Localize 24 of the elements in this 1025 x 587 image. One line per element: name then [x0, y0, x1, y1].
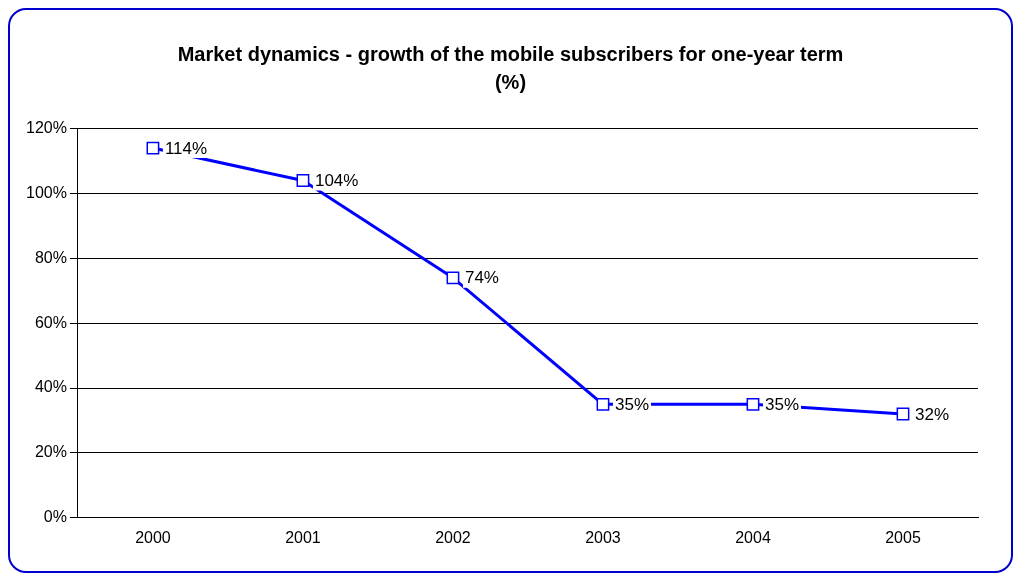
y-tick-label: 20% [34, 443, 67, 461]
x-tick-label: 2004 [735, 528, 771, 546]
data-label: 35% [614, 394, 649, 414]
y-tick-label: 80% [34, 248, 67, 266]
y-tick-label: 120% [26, 119, 67, 137]
y-tick-label: 60% [34, 313, 67, 331]
x-tick-label: 2003 [585, 528, 621, 546]
data-label: 114% [164, 138, 208, 158]
y-tick-label: 0% [43, 508, 67, 526]
y-tick-label: 40% [34, 378, 67, 396]
x-tick-label: 2000 [135, 528, 171, 546]
data-label: 74% [464, 268, 499, 288]
data-label: 35% [764, 394, 800, 414]
x-tick-label: 2005 [885, 528, 921, 546]
data-label: 104% [314, 171, 359, 191]
point [746, 397, 760, 411]
chart-title: Market dynamics - growth of the mobile subscribers for one-year term (%) [176, 42, 845, 95]
x-tick-label: 2002 [435, 528, 471, 546]
x-tick-label: 2001 [285, 528, 321, 546]
data-label: 32% [914, 404, 950, 424]
point [446, 271, 460, 285]
point [296, 174, 310, 187]
point [596, 397, 610, 411]
y-tick-label: 100% [26, 183, 67, 201]
